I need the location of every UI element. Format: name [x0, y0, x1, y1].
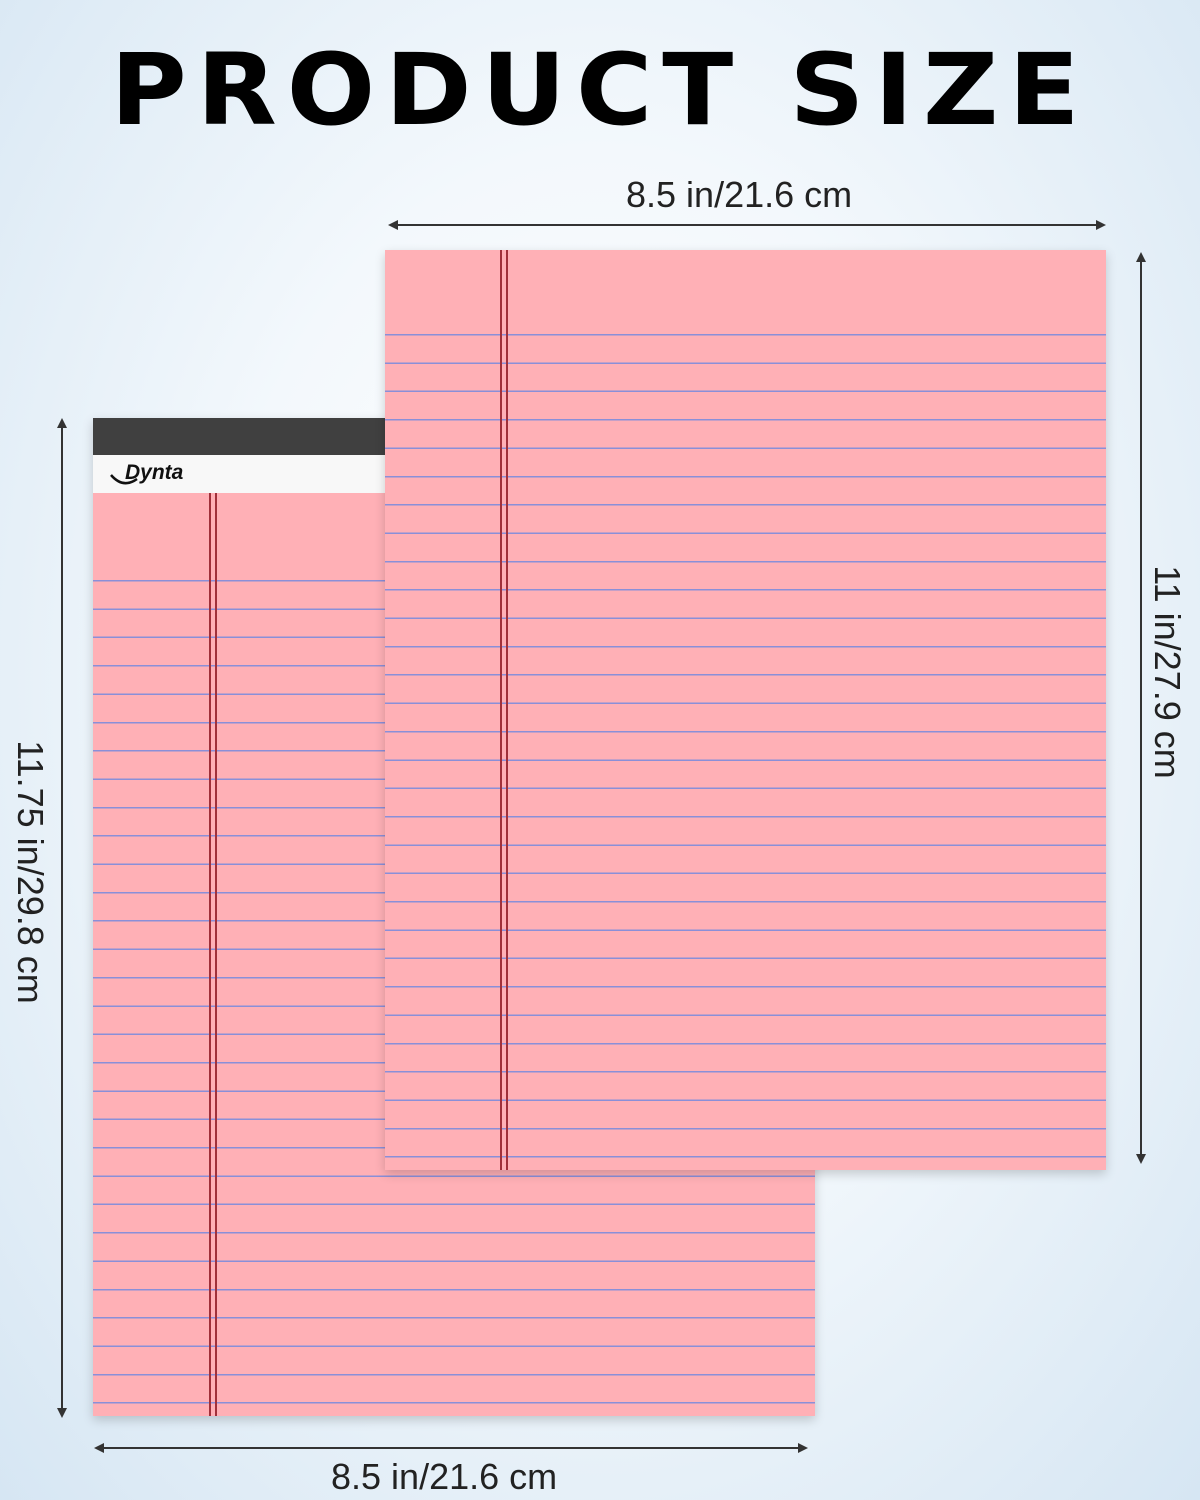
- rule-lines: [385, 334, 1106, 1170]
- arrowhead-icon: [1096, 220, 1106, 230]
- brand-logo: Dynta: [125, 461, 184, 484]
- arrowhead-icon: [1136, 1154, 1146, 1164]
- front-legal-pad: [385, 250, 1106, 1170]
- front-width-arrow: [392, 224, 1100, 226]
- brand-logo-swoosh: [110, 474, 138, 485]
- front-height-label: 11 in/27.9 cm: [1147, 565, 1188, 779]
- front-height-arrow: [1140, 256, 1142, 1162]
- arrowhead-icon: [388, 220, 398, 230]
- arrowhead-icon: [57, 1408, 67, 1418]
- margin-line: [506, 250, 508, 1170]
- arrowhead-icon: [798, 1443, 808, 1453]
- back-height-arrow: [61, 422, 63, 1412]
- back-width-arrow: [98, 1447, 802, 1449]
- arrowhead-icon: [1136, 252, 1146, 262]
- page-title: PRODUCT SIZE: [110, 32, 1090, 148]
- back-height-label: 11.75 in/29.8 cm: [10, 740, 51, 1004]
- margin-line: [215, 493, 217, 1416]
- front-width-label: 8.5 in/21.6 cm: [626, 174, 853, 215]
- margin-line: [209, 493, 211, 1416]
- margin-line: [500, 250, 502, 1170]
- arrowhead-icon: [57, 418, 67, 428]
- back-width-label: 8.5 in/21.6 cm: [331, 1456, 558, 1497]
- arrowhead-icon: [94, 1443, 104, 1453]
